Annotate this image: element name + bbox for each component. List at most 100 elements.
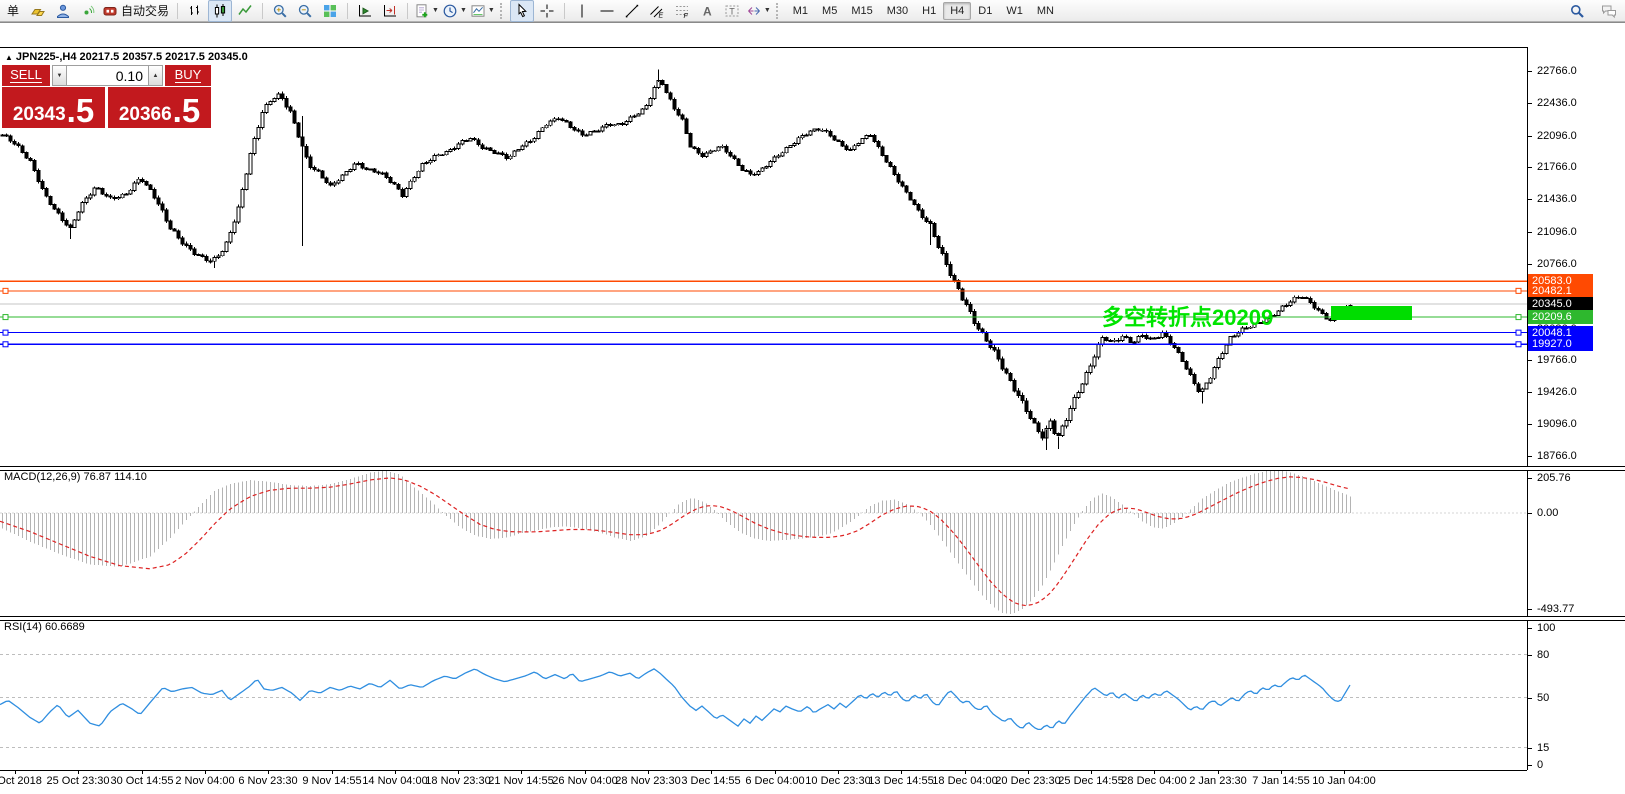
channel-icon[interactable]: E [645, 0, 669, 22]
time-tick [1091, 771, 1092, 774]
volume-decrease-button[interactable]: ▼ [52, 65, 67, 86]
main-chart-canvas[interactable]: 多空转折点20209 [0, 47, 1527, 466]
new-order-icon[interactable]: 单 [1, 0, 25, 22]
new-chart-icon[interactable]: ▼ [413, 0, 440, 22]
axis-tick [1527, 698, 1532, 699]
time-axis-label: 26 Nov 04:00 [552, 775, 618, 787]
buy-button[interactable]: BUY [165, 65, 211, 86]
timeframe-m5[interactable]: M5 [822, 4, 838, 17]
volume-input[interactable]: 0.10 [67, 65, 148, 86]
price-axis-border [1527, 47, 1528, 770]
line-handle[interactable] [2, 341, 9, 348]
tile-windows-icon[interactable] [318, 0, 342, 22]
sell-price-int: 20343 [12, 104, 66, 125]
time-axis-label: 28 Dec 04:00 [1121, 775, 1187, 787]
collapse-arrow-icon[interactable]: ▲ [5, 53, 13, 62]
timeframe-m15[interactable]: M15 [851, 4, 873, 17]
panel-splitter-macd[interactable] [0, 466, 1625, 471]
time-axis-label: 18 Nov 23:30 [425, 775, 491, 787]
zoom-in-icon[interactable] [268, 0, 292, 22]
toolbar-separator [407, 2, 409, 19]
macd-indicator-canvas[interactable] [0, 469, 1527, 616]
price-axis[interactable]: 22766.0 22436.0 22096.0 21766.0 21436.0 21096… [1527, 47, 1625, 771]
chevron-down-icon[interactable]: ▼ [763, 7, 771, 14]
time-tick [142, 771, 143, 774]
rsi-label: RSI(14) 60.6689 [4, 621, 85, 633]
line-chart-icon[interactable] [233, 0, 257, 22]
zoom-out-icon[interactable] [293, 0, 317, 22]
panel-splitter-rsi[interactable] [0, 616, 1625, 621]
candlestick-icon[interactable] [208, 0, 233, 22]
axis-tick [1527, 136, 1532, 137]
line-handle[interactable] [1515, 329, 1522, 336]
time-axis-label: 30 Oct 14:55 [110, 775, 174, 787]
line-handle[interactable] [2, 329, 9, 336]
axis-tick [1527, 765, 1532, 766]
timeframe-w1[interactable]: W1 [1006, 4, 1023, 17]
line-handle[interactable] [2, 287, 9, 294]
volume-increase-button[interactable]: ▲ [148, 65, 163, 86]
svg-text:E: E [658, 12, 663, 19]
time-axis-label: 10 Dec 23:30 [805, 775, 871, 787]
y-axis-label: 18766.0 [1537, 450, 1577, 462]
rsi-axis-label: 50 [1537, 692, 1550, 704]
chevron-down-icon[interactable]: ▼ [459, 7, 467, 14]
spike-wicks [70, 69, 1203, 450]
time-tick [332, 771, 333, 774]
shapes-icon[interactable]: ▼ [745, 0, 772, 22]
line-handle[interactable] [2, 314, 9, 321]
timeframe-m30[interactable]: M30 [886, 4, 909, 17]
vline-icon[interactable] [570, 0, 594, 22]
line-handle[interactable] [1515, 287, 1522, 294]
autotrading-icon[interactable]: 自动交易 [101, 0, 172, 22]
axis-tick [1527, 478, 1532, 479]
time-axis-label: 14 Nov 04:00 [362, 775, 428, 787]
timeframe-mn[interactable]: MN [1036, 4, 1054, 17]
trendline-icon[interactable] [620, 0, 644, 22]
chat-icon[interactable] [1597, 0, 1621, 22]
time-axis-label: 13 Dec 14:55 [868, 775, 934, 787]
text-icon[interactable]: A [695, 0, 719, 22]
rsi-line [0, 668, 1351, 731]
rsi-name: RSI(14) [4, 621, 42, 633]
template-icon[interactable]: ▼ [469, 0, 496, 22]
chart-shift-icon[interactable] [378, 0, 402, 22]
line-handle[interactable] [1515, 314, 1522, 321]
label-icon[interactable]: T [720, 0, 744, 22]
hline-icon[interactable] [595, 0, 619, 22]
gold-ingot-icon[interactable] [26, 0, 50, 22]
chevron-down-icon[interactable]: ▼ [487, 7, 495, 14]
line-handle[interactable] [1515, 341, 1522, 348]
timeframe-d1[interactable]: D1 [978, 4, 993, 17]
rsi-axis-label: 100 [1537, 622, 1556, 634]
sell-price-frac: .5 [66, 91, 95, 129]
time-tick [1218, 771, 1219, 774]
highlight-rect[interactable] [1331, 306, 1412, 320]
bar-chart-icon[interactable] [183, 0, 207, 22]
rsi-indicator-canvas[interactable] [0, 619, 1527, 770]
time-axis-label: 2 Nov 04:00 [175, 775, 235, 787]
signal-icon[interactable] [76, 0, 100, 22]
timeframe-h1[interactable]: H1 [922, 4, 937, 17]
cursor-icon[interactable] [509, 0, 534, 22]
chart-annotation-text[interactable]: 多空转折点20209 [1102, 305, 1273, 330]
fibonacci-icon[interactable]: F [670, 0, 694, 22]
autotrading-icon-label: 自动交易 [121, 4, 170, 18]
sell-button[interactable]: SELL [2, 65, 50, 86]
timeframe-m1[interactable]: M1 [792, 4, 809, 17]
auto-scroll-icon[interactable] [353, 0, 377, 22]
crosshair-icon[interactable] [535, 0, 559, 22]
chart-window[interactable]: ▲ JPN225-,H4 20217.5 20357.5 20217.5 2034… [0, 22, 1625, 794]
chevron-down-icon[interactable]: ▼ [432, 7, 439, 14]
time-axis-label: 25 Oct 23:30 [46, 775, 110, 787]
search-icon[interactable] [1565, 0, 1589, 22]
profile-icon[interactable] [51, 0, 75, 22]
sell-price-display[interactable]: 20343 .5 [2, 87, 105, 128]
macd-name: MACD(12,26,9) [4, 471, 81, 483]
buy-price-display[interactable]: 20366 .5 [108, 87, 211, 128]
period-icon[interactable]: ▼ [441, 0, 468, 22]
timeframe-h4[interactable]: H4 [943, 1, 972, 20]
time-tick [521, 771, 522, 774]
buy-price-int: 20366 [118, 104, 172, 125]
